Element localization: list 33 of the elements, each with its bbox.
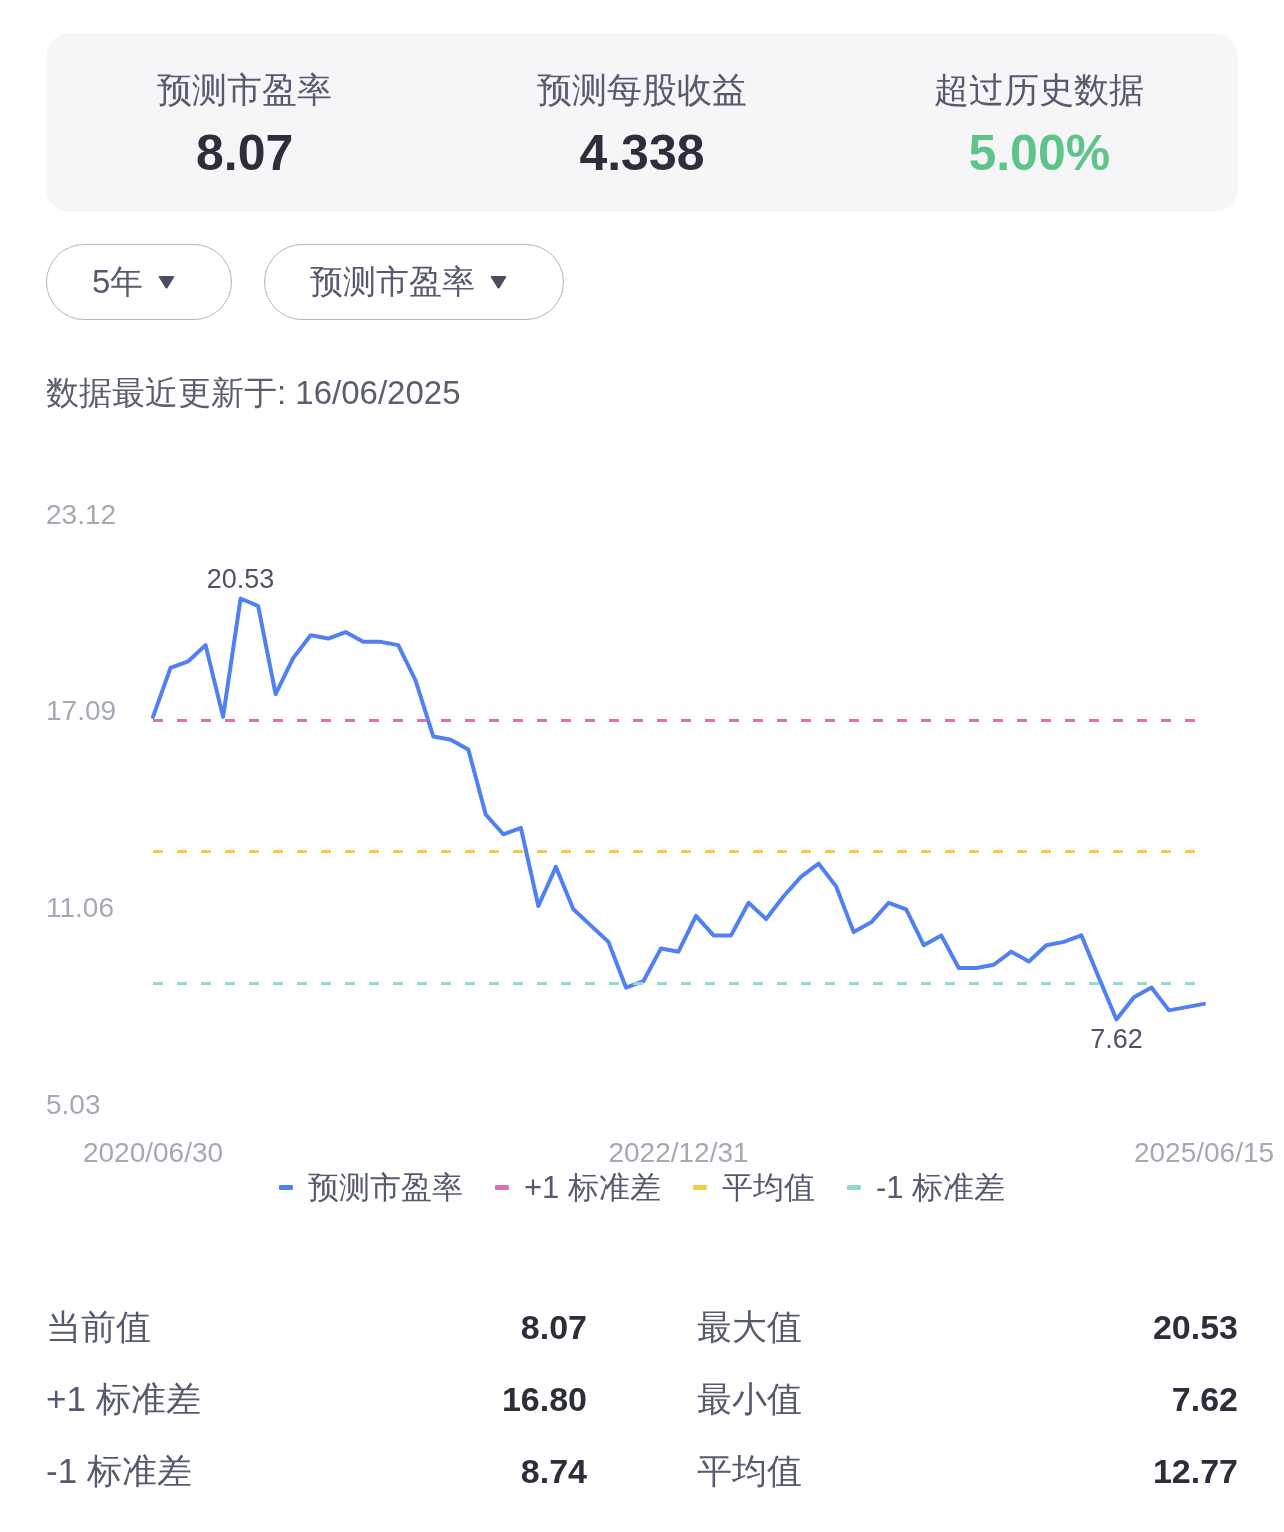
data-label: 7.62 <box>1090 1024 1143 1055</box>
x-tick-label: 2020/06/30 <box>82 1136 224 1168</box>
legend-label: 平均值 <box>721 1170 815 1205</box>
x-tick-label: 2022/12/31 <box>608 1136 749 1168</box>
text: 平均值 <box>696 1450 803 1492</box>
x-tick-label: 2025/06/15 <box>1133 1136 1275 1168</box>
text: 当前值 <box>46 1306 152 1348</box>
y-tick-label: 23.12 <box>46 498 117 530</box>
text: 最小值 <box>696 1378 803 1420</box>
text: 20.53 <box>1151 1307 1238 1348</box>
text: 8.74 <box>519 1451 587 1492</box>
y-tick-label: 5.03 <box>46 1088 101 1120</box>
chart-subtitle: 数据最近更新于: 16/06/2025 <box>46 373 461 413</box>
legend-label: +1 标准差 <box>523 1170 661 1205</box>
text: 预测市盈率 <box>156 69 334 111</box>
legend-label: -1 标准差 <box>875 1170 1006 1205</box>
text: 最大值 <box>696 1306 803 1348</box>
data-label: 20.53 <box>206 563 275 594</box>
y-tick-label: 11.06 <box>46 891 114 923</box>
text: -1 标准差 <box>46 1450 193 1492</box>
text: 16.80 <box>500 1379 587 1420</box>
line-series <box>151 596 1206 1022</box>
text: 预测每股收益 <box>536 69 748 111</box>
text: 8.07 <box>519 1307 587 1348</box>
y-tick-label: 17.09 <box>46 695 117 727</box>
text: 4.338 <box>578 124 706 183</box>
text: 7.62 <box>1170 1379 1238 1420</box>
text: 12.77 <box>1151 1451 1238 1492</box>
text: +1 标准差 <box>46 1378 202 1420</box>
legend-label: 预测市盈率 <box>307 1170 463 1205</box>
text: 8.07 <box>195 124 295 183</box>
text: 5.00% <box>967 124 1112 183</box>
text: 超过历史数据 <box>933 69 1146 111</box>
